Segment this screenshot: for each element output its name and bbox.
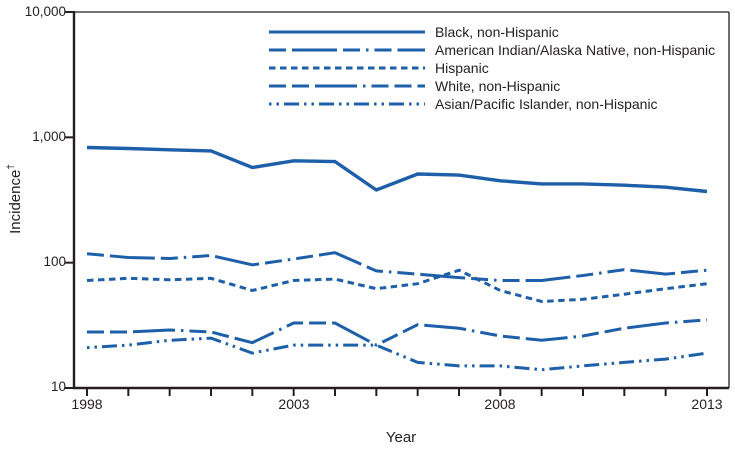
- y-tick-label: 1,000: [32, 129, 66, 144]
- legend-line-sample: [269, 102, 425, 105]
- legend-label: Asian/Pacific Islander, non-Hispanic: [435, 95, 658, 112]
- x-tick-label: 2003: [278, 396, 310, 412]
- y-axis-title-text: Incidence: [7, 169, 24, 234]
- legend-line-sample: [269, 30, 425, 33]
- legend-line-sample: [269, 66, 425, 69]
- legend-item: Asian/Pacific Islander, non-Hispanic: [268, 95, 715, 112]
- legend-label: American Indian/Alaska Native, non-Hispa…: [435, 41, 716, 58]
- legend-line-sample: [269, 84, 425, 87]
- y-tick-label: 100: [43, 254, 66, 269]
- legend-label: Black, non-Hispanic: [435, 23, 559, 40]
- legend-label: White, non-Hispanic: [435, 77, 561, 94]
- series-line-0: [86, 145, 708, 194]
- legend-line-sample: [269, 48, 425, 51]
- legend-item: Hispanic: [268, 59, 715, 76]
- x-tick-label: 1998: [71, 396, 103, 412]
- series-line-2: [86, 268, 708, 304]
- legend-item: American Indian/Alaska Native, non-Hispa…: [268, 41, 715, 58]
- y-axis-title: Incidence†: [6, 129, 24, 269]
- series-line-1: [86, 251, 708, 282]
- dagger-footnote-marker: †: [6, 164, 17, 170]
- y-tick-label: 10,000: [24, 4, 66, 19]
- series-line-3: [87, 318, 708, 347]
- legend: Black, non-Hispanic American Indian/Alas…: [268, 23, 715, 112]
- x-tick-label: 2008: [484, 396, 516, 412]
- x-axis-title: Year: [385, 429, 417, 446]
- x-tick-label: 2013: [691, 396, 723, 412]
- legend-item: Black, non-Hispanic: [268, 23, 715, 40]
- series-line-4: [86, 336, 708, 372]
- y-tick-label: 10: [50, 379, 66, 394]
- legend-item: White, non-Hispanic: [268, 77, 715, 94]
- legend-label: Hispanic: [435, 59, 489, 76]
